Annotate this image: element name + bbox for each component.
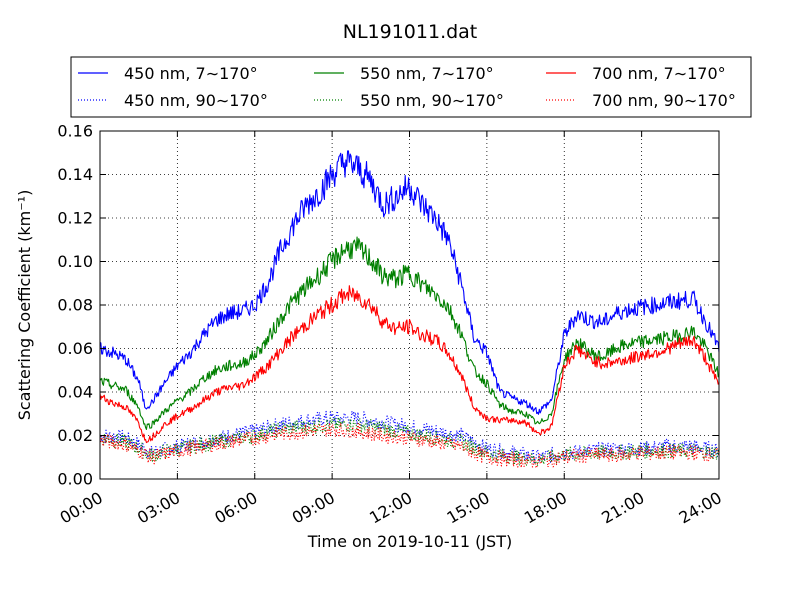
- x-tick-label: 00:00: [57, 488, 106, 528]
- y-tick-label: 0.12: [57, 209, 93, 228]
- y-tick-label: 0.06: [57, 339, 93, 358]
- series-layer: [99, 150, 720, 469]
- x-tick-label: 09:00: [289, 488, 338, 528]
- legend-label: 450 nm, 90∼170°: [124, 91, 268, 110]
- legend: 450 nm, 7∼170° 550 nm, 7∼170° 700 nm, 7∼17…: [70, 56, 752, 118]
- y-tick-labels: 0.00 0.02 0.04 0.06 0.08 0.10 0.12 0.14 0.16: [57, 122, 93, 489]
- legend-frame: [70, 56, 752, 118]
- ticks: [99, 130, 720, 480]
- y-tick-label: 0.08: [57, 296, 93, 315]
- legend-label: 700 nm, 90∼170°: [592, 91, 736, 110]
- x-tick-label: 03:00: [134, 488, 183, 528]
- legend-label: 550 nm, 90∼170°: [360, 91, 504, 110]
- series-line-700-nm-7-170-: [99, 285, 720, 444]
- y-tick-label: 0.10: [57, 252, 93, 271]
- legend-label: 550 nm, 7∼170°: [360, 64, 494, 83]
- y-tick-label: 0.02: [57, 426, 93, 445]
- series-line-550-nm-7-170-: [99, 236, 720, 431]
- plot-area: [99, 130, 720, 480]
- chart-title: NL191011.dat: [343, 21, 478, 43]
- y-tick-label: 0.14: [57, 165, 93, 184]
- legend-label: 450 nm, 7∼170°: [124, 64, 258, 83]
- y-tick-label: 0.04: [57, 383, 93, 402]
- x-tick-labels: 00:00 03:00 06:00 09:00 12:00 15:00 18:00 21:00…: [57, 488, 725, 528]
- x-tick-label: 21:00: [598, 488, 647, 528]
- x-tick-label: 12:00: [366, 488, 415, 528]
- x-tick-label: 06:00: [211, 488, 260, 528]
- y-tick-label: 0.16: [57, 122, 93, 141]
- x-axis-label: Time on 2019-10-11 (JST): [307, 532, 512, 551]
- legend-label: 700 nm, 7∼170°: [592, 64, 726, 83]
- legend-entries: 450 nm, 7∼170° 550 nm, 7∼170° 700 nm, 7∼17…: [78, 64, 736, 110]
- x-tick-label: 15:00: [443, 488, 492, 528]
- series-line-700-nm-90-170--dotted: [99, 422, 720, 469]
- x-tick-label: 18:00: [521, 488, 570, 528]
- x-tick-label: 24:00: [676, 488, 725, 528]
- y-axis-label: Scattering Coefficient (km⁻¹): [15, 190, 34, 421]
- y-tick-label: 0.00: [57, 470, 93, 489]
- series-line-450-nm-7-170-: [99, 150, 720, 415]
